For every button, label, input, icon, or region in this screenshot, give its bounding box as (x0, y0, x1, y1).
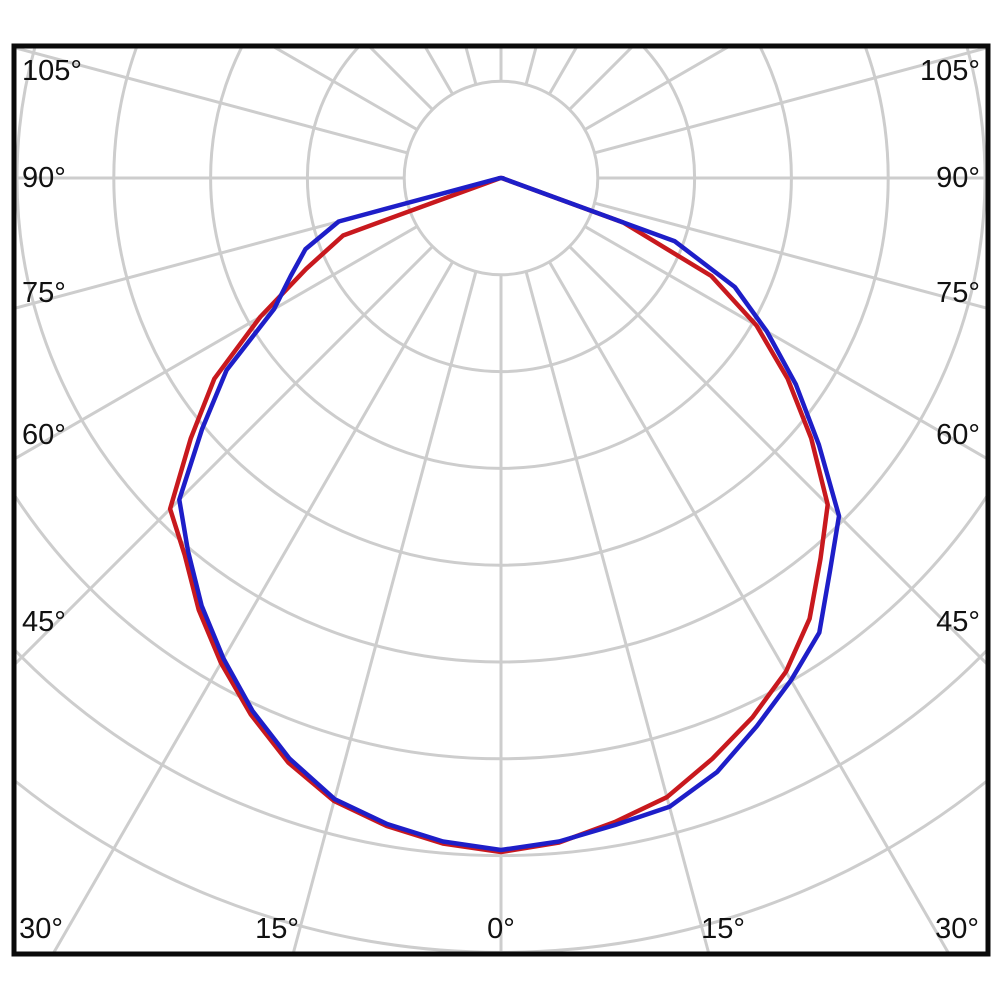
grid-spoke (594, 48, 986, 155)
grid-spoke (548, 261, 950, 952)
angle-label: 30° (19, 913, 63, 945)
chart-frame (11, 43, 991, 957)
angle-label: 15° (255, 913, 299, 945)
grid-spoke (568, 245, 986, 665)
angle-label: 60° (22, 419, 66, 451)
grid-spoke (16, 245, 434, 665)
angle-label: 0° (487, 913, 515, 945)
angle-label: 90° (22, 162, 66, 194)
angle-label: 105° (22, 55, 82, 87)
angle-label: 75° (22, 277, 66, 309)
grid-spoke (52, 261, 454, 952)
angle-label: 90° (936, 162, 980, 194)
grid-spoke (594, 201, 986, 310)
angle-label: 75° (936, 277, 980, 309)
angle-label: 45° (936, 606, 980, 638)
grid-spoke (16, 225, 418, 460)
grid-spoke (16, 48, 408, 155)
angle-label: 60° (936, 419, 980, 451)
grid-spoke (524, 271, 710, 952)
curve-red (167, 175, 830, 855)
angle-label: 45° (22, 606, 66, 638)
grid-spoke (292, 271, 478, 952)
grid-spoke (16, 201, 408, 310)
angle-label: 30° (935, 913, 979, 945)
angle-label: 15° (701, 913, 745, 945)
curve-blue (177, 175, 842, 853)
angle-label: 105° (920, 55, 980, 87)
